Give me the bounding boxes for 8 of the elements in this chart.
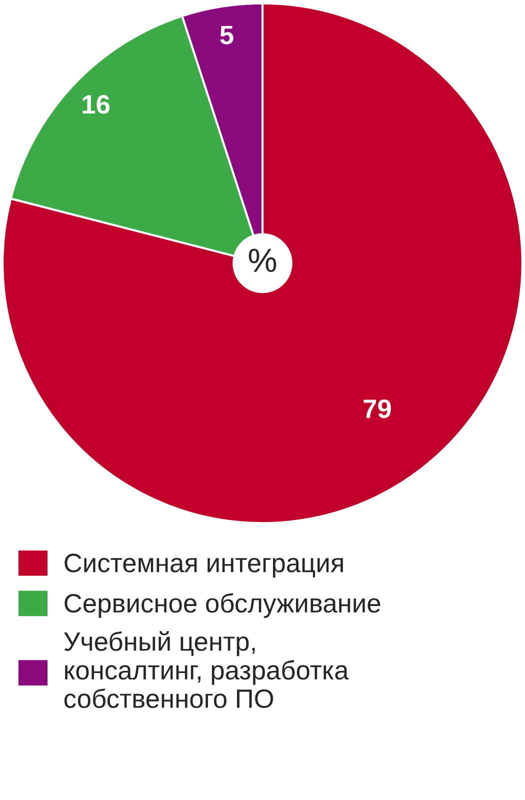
text: % [248,248,276,272]
legend-label: Учебный центр, консалтинг, разработка собственного ПО [64,631,349,708]
pie-slice [2,2,524,524]
data-label: 16 [82,95,110,114]
data-label: 79 [364,399,391,418]
legend-label: Системная интеграция [64,554,343,578]
legend-label: Сервисное обслуживание [64,593,380,618]
data-label: 5 [220,26,234,44]
